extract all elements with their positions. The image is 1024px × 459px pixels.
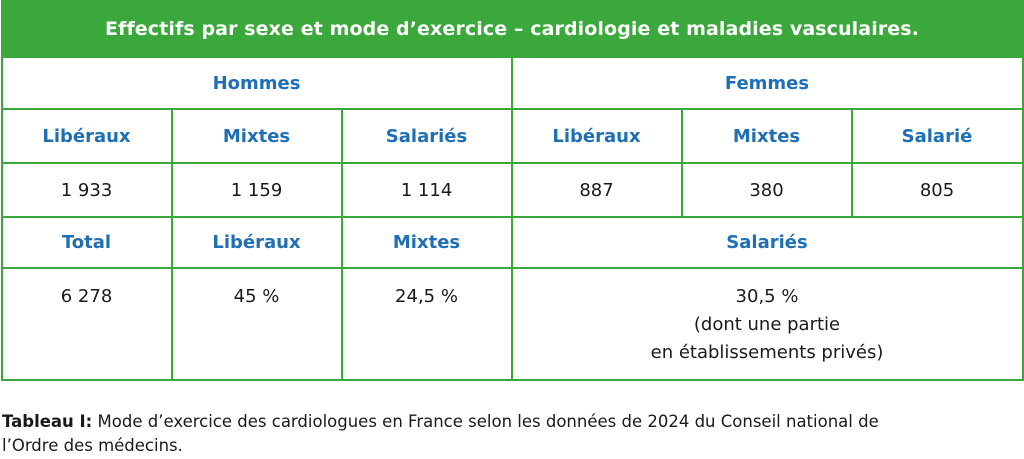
group-header-women: Femmes: [510, 56, 1024, 110]
subheader-women-mixtes: Mixtes: [680, 108, 853, 164]
count-women-mixtes: 380: [680, 162, 853, 218]
summary-salaries-note-2: en établissements privés): [650, 342, 884, 363]
summary-header-salaries: Salariés: [510, 216, 1024, 269]
count-men-liberaux: 1 933: [0, 162, 173, 218]
summary-salaries-note-1: (dont une partie: [693, 314, 841, 335]
group-header-row: Hommes Femmes: [0, 56, 1024, 110]
counts-row: 1 933 1 159 1 114 887 380 805: [0, 162, 1024, 218]
effectifs-table: Effectifs par sexe et mode d’exercice – …: [0, 0, 1024, 381]
caption-label: Tableau I:: [2, 412, 93, 431]
summary-mixtes-value: 24,5 %: [395, 286, 458, 307]
group-header-men: Hommes: [0, 56, 513, 110]
count-women-salarie: 805: [850, 162, 1024, 218]
summary-salaries-percent: 30,5 %: [735, 286, 799, 307]
count-men-salaries: 1 114: [340, 162, 513, 218]
title-row: Effectifs par sexe et mode d’exercice – …: [0, 0, 1024, 58]
summary-header-total: Total: [0, 216, 173, 269]
subheader-women-liberaux: Libéraux: [510, 108, 683, 164]
summary-salaries-value: 30,5 % (dont une partie en établissement…: [513, 269, 1022, 367]
subheader-row: Libéraux Mixtes Salariés Libéraux Mixtes…: [0, 108, 1024, 164]
summary-values-row: 6 278 45 % 24,5 % 30,5 % (dont une parti…: [0, 267, 1024, 381]
subheader-men-mixtes: Mixtes: [170, 108, 343, 164]
table-caption: Tableau I: Mode d’exercice des cardiolog…: [2, 410, 1022, 458]
caption-text-2: l’Ordre des médecins.: [2, 436, 183, 455]
summary-mixtes-cell: 24,5 %: [340, 267, 513, 381]
summary-total-cell: 6 278: [0, 267, 173, 381]
subheader-men-liberaux: Libéraux: [0, 108, 173, 164]
subheader-men-salaries: Salariés: [340, 108, 513, 164]
subheader-women-salarie: Salarié: [850, 108, 1024, 164]
summary-header-mixtes: Mixtes: [340, 216, 513, 269]
summary-liberaux-cell: 45 %: [170, 267, 343, 381]
summary-header-row: Total Libéraux Mixtes Salariés: [0, 216, 1024, 269]
summary-salaries-cell: 30,5 % (dont une partie en établissement…: [510, 267, 1024, 381]
table-container: Effectifs par sexe et mode d’exercice – …: [0, 0, 1024, 381]
table-title: Effectifs par sexe et mode d’exercice – …: [0, 0, 1024, 58]
summary-total-value: 6 278: [60, 286, 113, 307]
caption-text-1: Mode d’exercice des cardiologues en Fran…: [92, 412, 879, 431]
summary-liberaux-value: 45 %: [233, 286, 280, 307]
summary-header-liberaux: Libéraux: [170, 216, 343, 269]
count-women-liberaux: 887: [510, 162, 683, 218]
count-men-mixtes: 1 159: [170, 162, 343, 218]
